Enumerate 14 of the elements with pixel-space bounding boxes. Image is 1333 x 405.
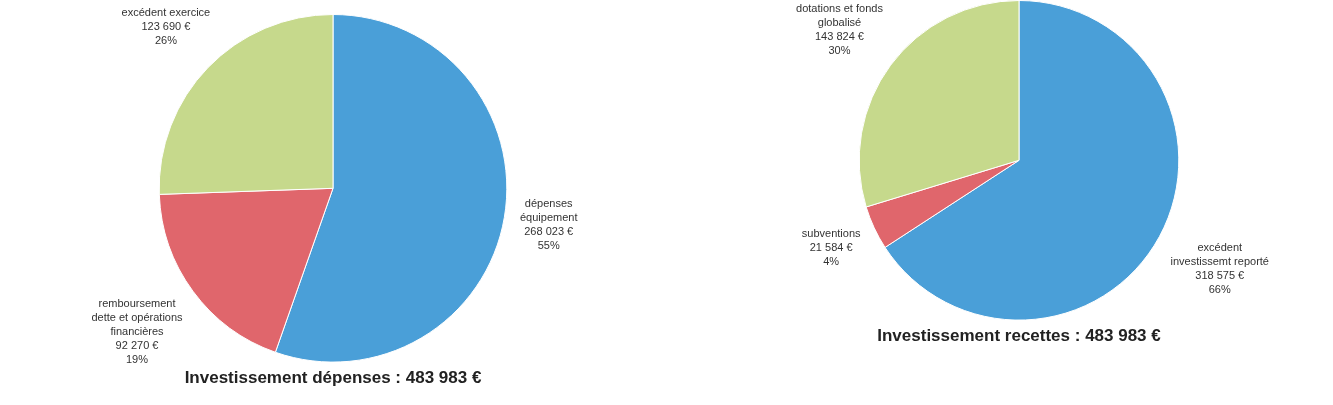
text: Investissement dépenses : 483 983 € [184,368,482,388]
data-label: 143 824 € 30% [815,30,864,57]
text: Investissement recettes : 483 983 € [877,326,1162,346]
slice-label: remboursement dette et opérations financières [91,297,184,338]
slice-label: dotations et fonds globalisé [796,2,884,29]
slice-label: excédent investissemt reporté [1170,241,1269,268]
data-label: 318 575 € 66% [1195,269,1245,296]
data-label: 268 023 € 55% [524,225,574,252]
slice-label: excédent exercice [121,5,211,18]
slice-label: subventions [801,226,861,239]
data-label: 92 270 € 19% [115,339,159,366]
slice-label: dépenses équipement [519,197,578,224]
data-label: 21 584 € 4% [809,240,853,267]
data-label: 123 690 € 26% [141,19,191,46]
